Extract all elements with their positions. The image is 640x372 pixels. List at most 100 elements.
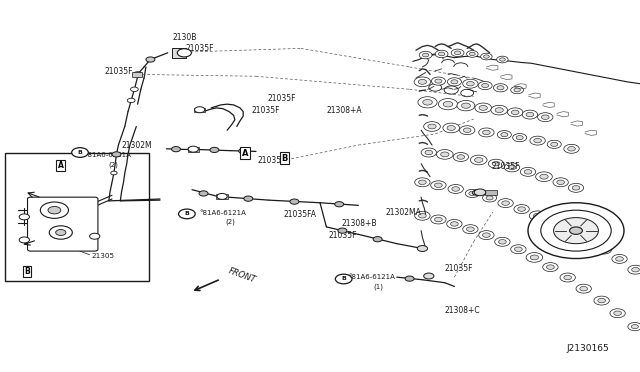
Circle shape bbox=[538, 113, 553, 122]
Circle shape bbox=[526, 253, 543, 262]
Circle shape bbox=[495, 108, 504, 113]
Circle shape bbox=[49, 226, 72, 239]
Circle shape bbox=[595, 244, 612, 254]
Circle shape bbox=[460, 126, 475, 135]
Circle shape bbox=[447, 219, 462, 228]
Circle shape bbox=[529, 211, 546, 221]
Circle shape bbox=[467, 227, 474, 231]
Circle shape bbox=[472, 190, 481, 195]
Circle shape bbox=[632, 267, 639, 272]
Text: B: B bbox=[77, 150, 83, 155]
Circle shape bbox=[479, 231, 494, 240]
Circle shape bbox=[580, 286, 588, 291]
Circle shape bbox=[290, 199, 299, 204]
Circle shape bbox=[405, 276, 414, 281]
Circle shape bbox=[536, 172, 552, 182]
Circle shape bbox=[419, 51, 432, 59]
Circle shape bbox=[568, 183, 584, 192]
Circle shape bbox=[172, 147, 180, 152]
Circle shape bbox=[424, 122, 440, 131]
Circle shape bbox=[179, 209, 195, 219]
Circle shape bbox=[447, 126, 456, 131]
Circle shape bbox=[418, 97, 437, 108]
Circle shape bbox=[443, 101, 453, 107]
Text: A: A bbox=[58, 161, 64, 170]
Circle shape bbox=[553, 178, 568, 187]
Text: 21035F: 21035F bbox=[445, 264, 474, 273]
Circle shape bbox=[188, 146, 198, 152]
Circle shape bbox=[465, 189, 479, 198]
Circle shape bbox=[431, 77, 445, 85]
Circle shape bbox=[72, 148, 88, 157]
Circle shape bbox=[488, 159, 504, 168]
Circle shape bbox=[520, 167, 536, 176]
Circle shape bbox=[514, 88, 520, 92]
Bar bbox=[216, 194, 228, 199]
Circle shape bbox=[463, 225, 478, 234]
Circle shape bbox=[508, 165, 516, 170]
Circle shape bbox=[338, 228, 347, 233]
Circle shape bbox=[483, 233, 490, 237]
Circle shape bbox=[598, 298, 605, 303]
Bar bbox=[485, 190, 497, 195]
Circle shape bbox=[90, 233, 100, 239]
Circle shape bbox=[614, 311, 621, 315]
Circle shape bbox=[497, 86, 504, 90]
Text: 21302M: 21302M bbox=[122, 141, 152, 150]
Circle shape bbox=[19, 237, 29, 243]
Circle shape bbox=[478, 81, 492, 90]
Circle shape bbox=[335, 202, 344, 207]
Circle shape bbox=[199, 191, 208, 196]
Circle shape bbox=[500, 58, 506, 61]
Circle shape bbox=[584, 238, 591, 242]
Circle shape bbox=[40, 202, 68, 218]
Circle shape bbox=[422, 53, 429, 57]
Circle shape bbox=[436, 150, 453, 159]
Circle shape bbox=[435, 217, 442, 222]
Circle shape bbox=[563, 227, 579, 236]
Circle shape bbox=[491, 105, 508, 115]
Circle shape bbox=[467, 51, 478, 57]
Circle shape bbox=[511, 86, 524, 94]
Text: B: B bbox=[184, 211, 189, 217]
Circle shape bbox=[415, 211, 430, 220]
Circle shape bbox=[612, 254, 627, 263]
Text: 21035F: 21035F bbox=[186, 44, 214, 53]
Circle shape bbox=[524, 170, 532, 174]
Circle shape bbox=[244, 196, 253, 201]
Circle shape bbox=[335, 274, 352, 284]
Circle shape bbox=[451, 80, 458, 84]
Circle shape bbox=[463, 79, 478, 88]
Text: 21308+B: 21308+B bbox=[341, 219, 376, 228]
Text: B: B bbox=[282, 154, 288, 163]
Text: 21035F: 21035F bbox=[258, 156, 287, 165]
Text: (1): (1) bbox=[373, 284, 383, 291]
Circle shape bbox=[528, 203, 624, 259]
Circle shape bbox=[453, 153, 468, 161]
Circle shape bbox=[576, 284, 591, 293]
Circle shape bbox=[195, 107, 205, 113]
Circle shape bbox=[518, 207, 525, 211]
Circle shape bbox=[474, 189, 486, 196]
Circle shape bbox=[468, 192, 476, 196]
Circle shape bbox=[540, 174, 548, 179]
Circle shape bbox=[543, 263, 558, 272]
Circle shape bbox=[451, 222, 458, 226]
Circle shape bbox=[475, 103, 492, 113]
Text: 21035FA: 21035FA bbox=[284, 210, 317, 219]
Text: 21308+A: 21308+A bbox=[326, 106, 362, 115]
Circle shape bbox=[526, 112, 534, 117]
Circle shape bbox=[530, 255, 538, 260]
Circle shape bbox=[414, 77, 431, 87]
Circle shape bbox=[514, 205, 529, 214]
Circle shape bbox=[423, 100, 433, 105]
Circle shape bbox=[502, 201, 509, 205]
Circle shape bbox=[438, 52, 445, 56]
Text: 21305: 21305 bbox=[92, 253, 115, 259]
Circle shape bbox=[492, 161, 500, 166]
Text: B: B bbox=[341, 276, 346, 282]
Circle shape bbox=[550, 221, 557, 225]
Circle shape bbox=[131, 87, 138, 92]
Circle shape bbox=[419, 80, 427, 84]
Circle shape bbox=[564, 144, 579, 153]
